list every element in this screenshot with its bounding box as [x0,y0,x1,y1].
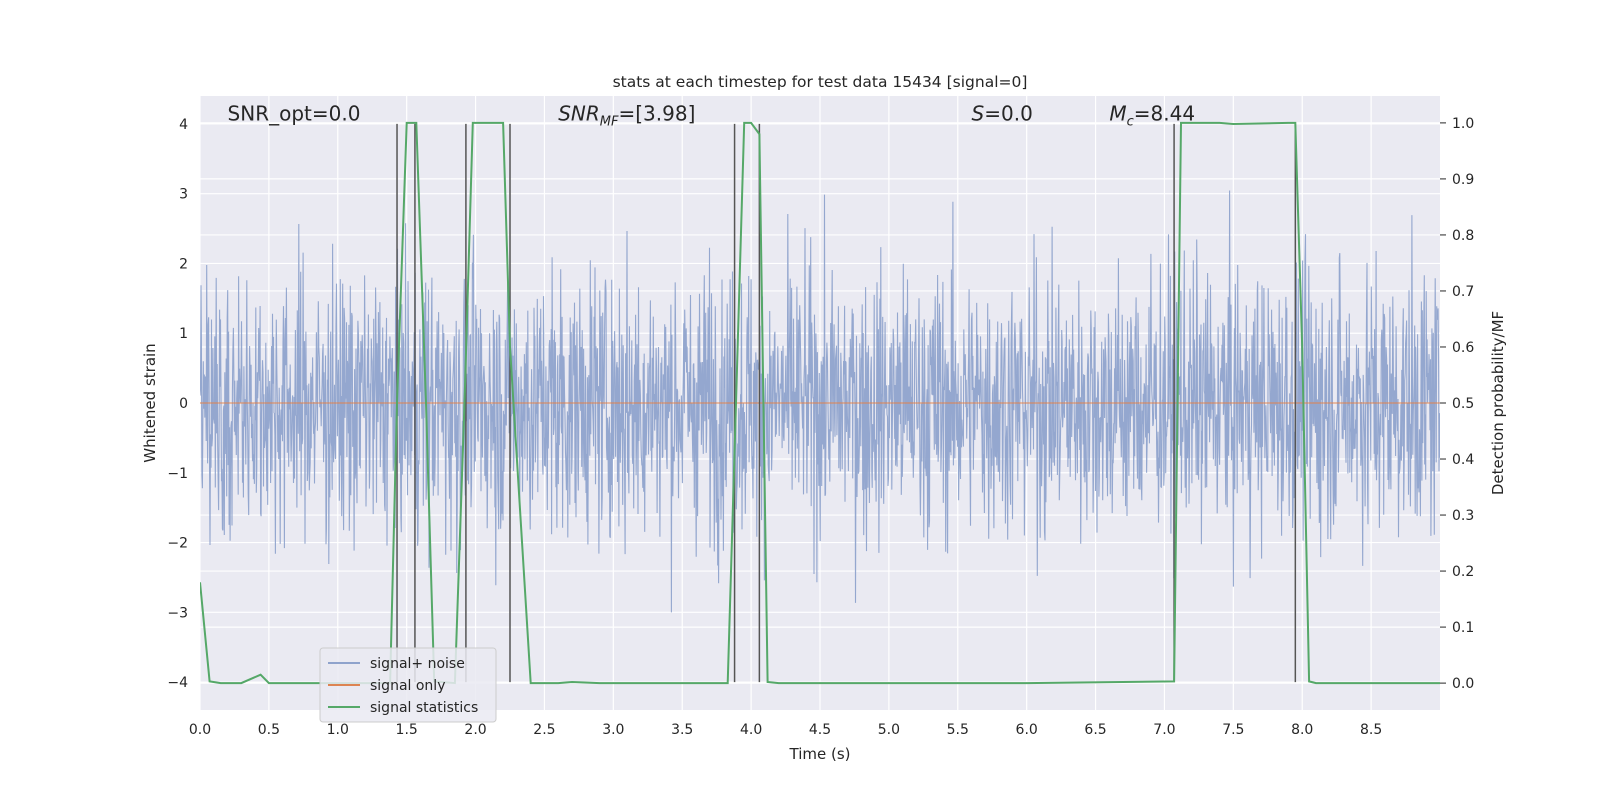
annotation: SNR_opt=0.0 [228,101,361,125]
chart-title: stats at each timestep for test data 154… [613,73,1028,91]
x-axis-label: Time (s) [789,745,851,763]
left-axis-ticks: −4 −3 −2 −1 0 1 2 3 4 [167,117,188,691]
annotation: SNRMF=[3.98] [558,101,695,129]
x-tick-label: 2.0 [464,722,486,738]
right-tick-label: 0.8 [1452,228,1474,244]
right-axis-label: Detection probability/MF [1489,311,1507,495]
right-tick-label: 0.2 [1452,564,1474,580]
left-tick-label: 3 [179,187,188,203]
left-tick-label: −4 [167,675,188,691]
x-tick-label: 6.5 [1084,722,1106,738]
right-tick-label: 0.4 [1452,452,1474,468]
legend: signal+ noise signal only signal statist… [319,647,497,723]
left-tick-label: −2 [167,536,188,552]
left-tick-label: 0 [179,396,188,412]
x-tick-label: 3.5 [671,722,693,738]
x-tick-label: 3.0 [602,722,624,738]
x-tick-label: 1.0 [327,722,349,738]
left-tick-label: 1 [179,326,188,342]
right-tick-label: 0.5 [1452,396,1474,412]
x-tick-label: 2.5 [533,722,555,738]
left-axis-label: Whitened strain [141,343,159,462]
annotations: SNR_opt=0.0 SNRMF=[3.98] S=0.0 Mc=8.44 [228,101,1195,129]
right-tick-label: 0.3 [1452,508,1474,524]
right-tick-label: 0.9 [1452,172,1474,188]
x-tick-label: 4.0 [740,722,762,738]
x-tick-label: 1.5 [396,722,418,738]
left-tick-label: −1 [167,466,188,482]
series-signal-noise [200,190,1440,613]
left-tick-label: −3 [167,605,188,621]
x-tick-label: 5.5 [947,722,969,738]
right-tick-label: 0.1 [1452,620,1474,636]
legend-box [319,647,497,723]
right-tick-label: 1.0 [1452,116,1474,132]
vertical-markers [396,123,1297,683]
x-tick-label: 7.5 [1222,722,1244,738]
annotation: S=0.0 [972,101,1033,125]
annotation: Mc=8.44 [1109,101,1195,129]
right-axis-ticks: 0.0 0.1 0.2 0.3 0.4 0.5 0.6 0.7 0.8 0.9 1.0 [1440,116,1474,692]
legend-label-noise: signal+ noise [370,656,465,672]
x-tick-label: 8.5 [1360,722,1382,738]
x-tick-label: 7.0 [1153,722,1175,738]
legend-label-signal-only: signal only [370,678,445,694]
x-axis-ticks: 0.0 0.5 1.0 1.5 2.0 2.5 3.0 3.5 4.0 4.5 5.0 5.5 6.0 6… [189,722,1382,738]
x-tick-label: 6.0 [1016,722,1038,738]
right-tick-label: 0.7 [1452,284,1474,300]
x-tick-label: 8.0 [1291,722,1313,738]
x-tick-label: 0.5 [258,722,280,738]
legend-label-statistics: signal statistics [370,700,478,716]
x-tick-label: 5.0 [878,722,900,738]
x-tick-label: 4.5 [809,722,831,738]
left-tick-label: 2 [179,256,188,272]
x-tick-label: 0.0 [189,722,211,738]
left-tick-label: 4 [179,117,188,133]
noise-trace [200,190,1440,613]
right-tick-label: 0.0 [1452,676,1474,692]
right-tick-label: 0.6 [1452,340,1474,356]
